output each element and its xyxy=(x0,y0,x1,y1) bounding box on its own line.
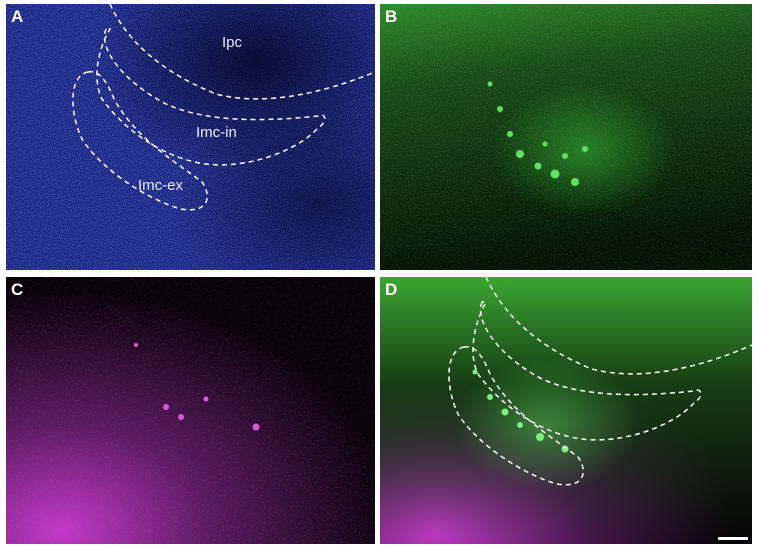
imc-ex-boundary xyxy=(72,71,208,211)
panel-c: C xyxy=(6,277,375,544)
panel-a-image xyxy=(6,4,375,270)
imc-in-boundary xyxy=(96,28,326,166)
panel-label-c: C xyxy=(11,280,24,299)
region-label-imc-ex: Imc-ex xyxy=(138,177,183,194)
panel-label-a: A xyxy=(11,7,24,26)
panel-d-image xyxy=(380,277,752,544)
region-label-imc-in: Imc-in xyxy=(196,124,237,141)
ipc-boundary xyxy=(109,4,375,100)
panel-label-b: B xyxy=(385,7,398,26)
region-label-ipc: Ipc xyxy=(222,34,243,51)
panel-c-image xyxy=(6,277,375,544)
panel-b: B xyxy=(380,4,752,270)
scale-bar xyxy=(718,537,748,540)
panel-label-d: D xyxy=(385,280,398,299)
panel-b-image xyxy=(380,4,752,270)
panel-d: D xyxy=(380,277,752,544)
panel-a: A Ipc Imc-in Imc-ex xyxy=(6,4,375,270)
